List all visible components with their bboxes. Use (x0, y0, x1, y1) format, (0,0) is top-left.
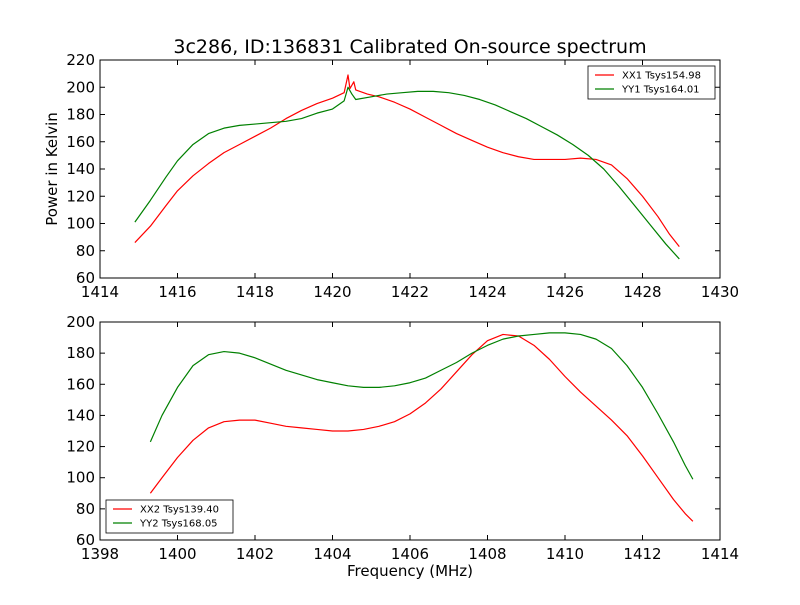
top-y-tick-label: 160 (66, 133, 95, 151)
bottom-y-tick-label: 160 (66, 375, 95, 393)
bottom-y-tick-label: 60 (76, 531, 95, 549)
bottom-x-tick-label: 1406 (391, 545, 429, 563)
top-series-line-1 (134, 74, 680, 248)
bottom-x-tick-label: 1412 (623, 545, 661, 563)
top-legend-label-2: YY1 Tsys164.01 (621, 85, 700, 96)
top-legend-box (587, 65, 716, 100)
top-y-tick-label: 200 (66, 78, 95, 96)
x-axis-label-bottom: Frequency (MHz) (347, 562, 473, 580)
y-axis-label-top: Power in Kelvin (43, 112, 61, 226)
top-series-line-2 (134, 86, 680, 260)
bottom-plot-area: 1398 1400 1402 1404 1406 1408 1410 1412 1414 60 80… (66, 313, 739, 563)
bottom-y-tick-label: 100 (66, 469, 95, 487)
bottom-legend-box (105, 499, 234, 534)
top-plot-area: 1414 1416 1418 1420 1422 1424 1426 1428 1430 60 80… (66, 51, 739, 301)
top-x-tick-label: 1416 (158, 283, 196, 301)
bottom-y-tick-label: 180 (66, 344, 95, 362)
top-y-tick-label: 220 (66, 51, 95, 69)
top-legend-label-1: XX1 Tsys154.98 (622, 71, 701, 82)
bottom-y-tick-label: 200 (66, 313, 95, 331)
bottom-legend-label-2: YY2 Tsys168.05 (139, 519, 218, 530)
top-x-tick-label: 1430 (701, 283, 739, 301)
bottom-x-tick-label: 1402 (236, 545, 274, 563)
bottom-x-tick-label: 1414 (701, 545, 739, 563)
chart-title: 3c286, ID:136831 Calibrated On-source sp… (173, 36, 646, 58)
top-y-tick-label: 180 (66, 106, 95, 124)
bottom-legend-label-1: XX2 Tsys139.40 (140, 505, 219, 516)
bottom-y-tick-label: 80 (76, 500, 95, 518)
top-x-tick-label: 1420 (313, 283, 351, 301)
bottom-x-tick-label: 1410 (546, 545, 584, 563)
top-x-tick-label: 1426 (546, 283, 584, 301)
bottom-x-tick-label: 1408 (468, 545, 506, 563)
top-x-tick-label: 1428 (623, 283, 661, 301)
bottom-x-tick-label: 1400 (158, 545, 196, 563)
top-y-tick-label: 140 (66, 160, 95, 178)
bottom-series-line-1 (149, 333, 694, 522)
bottom-x-tick-label: 1398 (81, 545, 119, 563)
top-x-tick-label: 1414 (81, 283, 119, 301)
top-x-tick-label: 1424 (468, 283, 506, 301)
bottom-series-line-2 (149, 332, 694, 480)
bottom-y-tick-label: 140 (66, 406, 95, 424)
top-y-tick-label: 80 (76, 242, 95, 260)
top-x-tick-label: 1422 (391, 283, 429, 301)
top-x-tick-label: 1418 (236, 283, 274, 301)
bottom-y-tick-label: 120 (66, 438, 95, 456)
bottom-x-tick-label: 1404 (313, 545, 351, 563)
top-y-tick-label: 100 (66, 215, 95, 233)
top-y-tick-label: 120 (66, 187, 95, 205)
top-y-tick-label: 60 (76, 269, 95, 287)
